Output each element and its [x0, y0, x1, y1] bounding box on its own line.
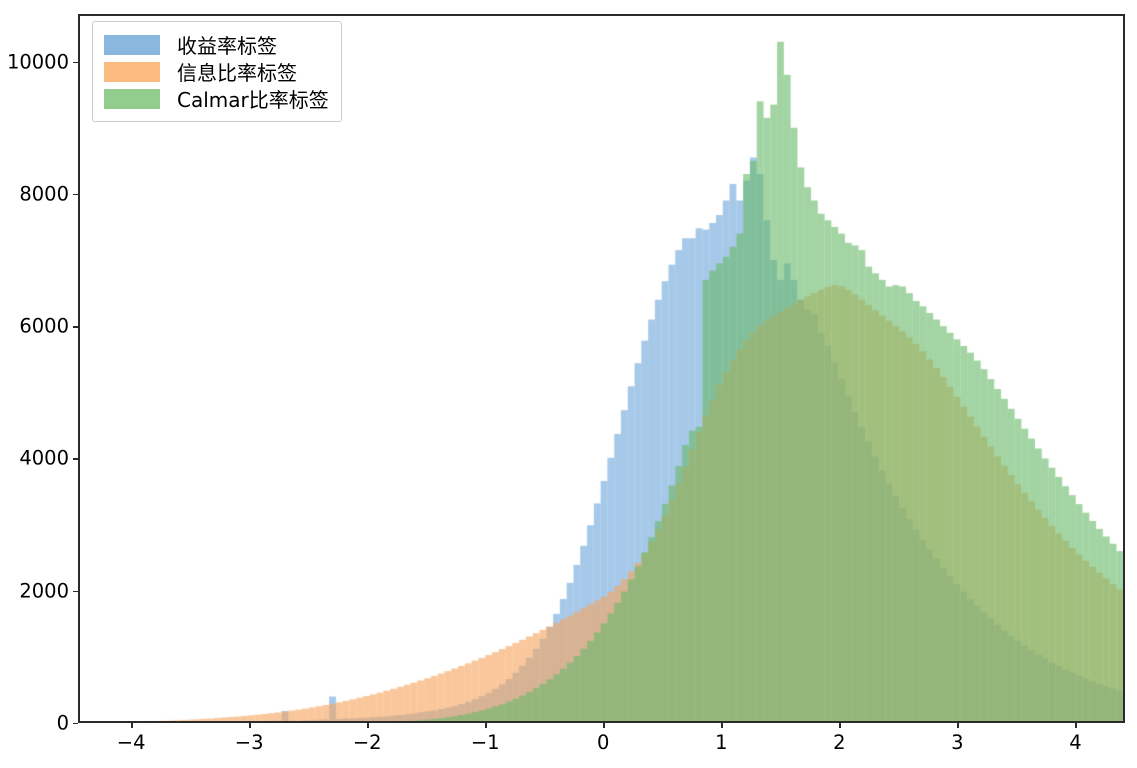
histogram-canvas	[78, 14, 1125, 723]
x-tick-label: −3	[234, 731, 264, 754]
plot-axes: 0 2000 4000 6000 8000 10000 −4 −3 −2 −1 0 1 2 3 4	[7, 14, 1125, 754]
legend-label-calmar-ratio: Calmar比率标签	[177, 88, 329, 112]
y-tick-label: 4000	[19, 446, 69, 470]
x-tick-mark	[131, 723, 133, 728]
legend-entry-1: 信息比率标签	[104, 58, 329, 85]
x-tick-label: −4	[116, 731, 146, 754]
legend-swatch-returns	[104, 34, 160, 55]
y-tick-label: 6000	[19, 314, 69, 338]
x-tick-mark	[1075, 723, 1077, 728]
axis-spine-right	[1123, 14, 1125, 723]
x-tick-mark	[367, 723, 369, 728]
x-tick-mark	[839, 723, 841, 728]
y-tick-mark	[73, 590, 78, 593]
axis-spine-bottom	[78, 721, 1125, 723]
legend-entry-2: Calmar比率标签	[104, 85, 329, 112]
axis-spine-left	[78, 14, 80, 723]
x-tick-label: −1	[470, 731, 500, 754]
chart-legend[interactable]: 收益率标签 信息比率标签 Calmar比率标签	[92, 21, 342, 122]
x-tick-mark	[721, 723, 723, 728]
y-tick-label: 10000	[6, 50, 69, 74]
y-tick-mark	[73, 326, 78, 328]
legend-entry-0: 收益率标签	[104, 31, 329, 58]
x-tick-label: 4	[1069, 731, 1082, 754]
y-tick-mark	[73, 458, 78, 460]
axis-spine-top	[78, 14, 1125, 16]
y-tick-mark	[73, 61, 78, 63]
legend-swatch-calmar-ratio	[104, 88, 160, 109]
x-tick-mark	[249, 723, 251, 728]
y-tick-mark	[73, 723, 78, 725]
legend-label-returns: 收益率标签	[177, 34, 277, 58]
x-tick-mark	[957, 723, 959, 728]
x-tick-label: 0	[597, 731, 610, 754]
x-tick-label: −2	[352, 731, 382, 754]
y-tick-label: 2000	[19, 579, 69, 603]
x-tick-mark	[485, 723, 487, 728]
x-tick-label: 3	[951, 731, 964, 754]
legend-label-information-ratio: 信息比率标签	[177, 61, 297, 85]
y-tick-mark	[73, 193, 78, 196]
x-tick-label: 2	[833, 731, 846, 754]
x-tick-label: 1	[715, 731, 728, 754]
y-tick-label: 8000	[19, 182, 69, 206]
x-tick-mark	[603, 723, 605, 728]
y-tick-label: 0	[56, 711, 69, 735]
legend-swatch-information-ratio	[104, 61, 160, 82]
plot-area	[78, 14, 1125, 723]
